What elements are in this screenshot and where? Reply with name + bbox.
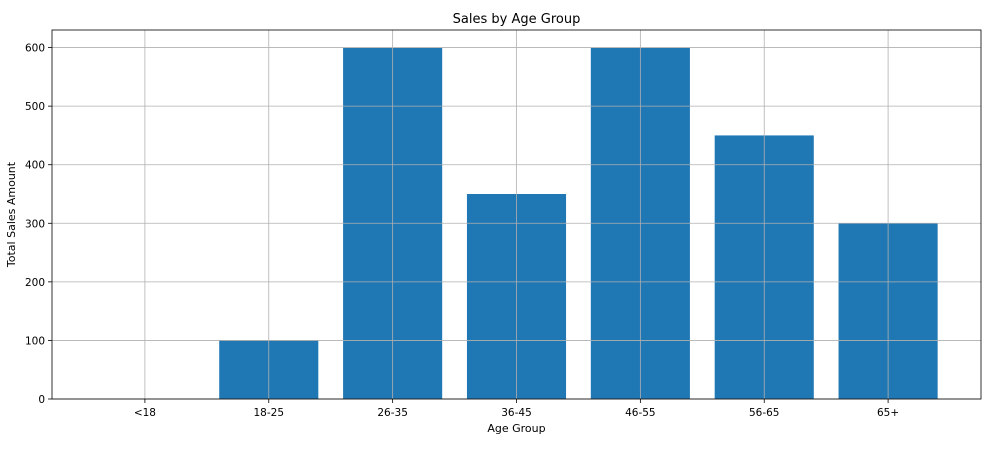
- x-axis: <18 18-25 26-35 36-45 46-55 56-65 65+: [134, 399, 899, 419]
- x-axis-label: Age Group: [487, 422, 545, 435]
- y-tick-label: 600: [25, 43, 45, 55]
- x-tick-label: 26-35: [377, 407, 408, 419]
- y-axis: 0 100 200 300 400 500 600: [25, 43, 52, 406]
- x-tick-label: 18-25: [254, 407, 285, 419]
- y-axis-label: Total Sales Amount: [5, 161, 18, 268]
- y-tick-label: 400: [25, 160, 45, 172]
- y-tick-label: 200: [25, 277, 45, 289]
- x-tick-label: 65+: [877, 407, 899, 419]
- chart-title: Sales by Age Group: [453, 12, 581, 27]
- x-tick-label: 56-65: [749, 407, 780, 419]
- y-tick-label: 100: [25, 335, 45, 347]
- y-tick-label: 0: [38, 394, 45, 406]
- x-tick-label: 36-45: [501, 407, 532, 419]
- x-tick-label: <18: [134, 407, 156, 419]
- x-tick-label: 46-55: [625, 407, 656, 419]
- y-tick-label: 300: [25, 218, 45, 230]
- y-tick-label: 500: [25, 101, 45, 113]
